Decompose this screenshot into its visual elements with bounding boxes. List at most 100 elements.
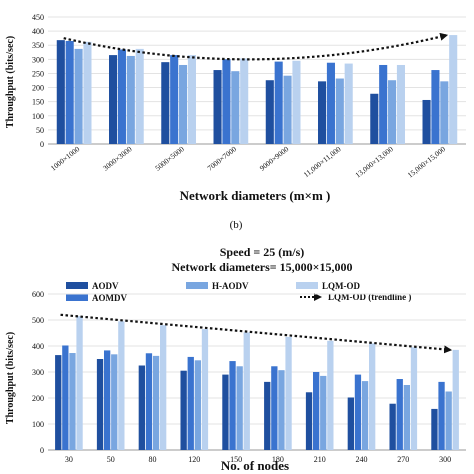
bar	[240, 58, 249, 145]
bar	[111, 354, 118, 450]
chart-bottom-y-axis-label: Throughput (bits/sec)	[5, 332, 16, 424]
bar	[449, 35, 458, 144]
bar	[76, 316, 83, 450]
bar	[135, 48, 144, 144]
x-tick-label: 13,000×13,000	[353, 144, 395, 179]
bar	[243, 332, 250, 450]
bar	[55, 355, 62, 450]
bar	[369, 343, 376, 450]
bar	[118, 321, 125, 450]
x-tick-label: 120	[188, 455, 200, 464]
legend-swatch-lqm-od	[296, 282, 318, 289]
legend-swatch-h-aodv	[186, 282, 208, 289]
y-tick-label: 350	[32, 41, 44, 50]
bar	[213, 70, 222, 144]
bar	[74, 48, 83, 144]
bar	[109, 55, 118, 144]
y-tick-label: 0	[40, 446, 44, 455]
x-tick-label: 150	[230, 455, 242, 464]
bar	[440, 81, 449, 144]
legend-swatch-aodv	[66, 282, 88, 289]
bar	[389, 403, 396, 450]
bar	[126, 55, 135, 144]
bar	[274, 61, 283, 144]
bar	[231, 71, 240, 144]
x-tick-label: 30	[65, 455, 73, 464]
chart-top-caption: (b)	[230, 219, 243, 231]
bar	[236, 366, 243, 450]
y-tick-label: 100	[32, 112, 44, 121]
bar	[396, 379, 403, 450]
chart-bottom-subtitle: Network diameters= 15,000×15,000	[172, 260, 353, 274]
bar	[431, 408, 438, 450]
x-tick-label: 3000×3000	[101, 144, 134, 172]
x-tick-label: 210	[314, 455, 326, 464]
trendline	[63, 32, 449, 61]
x-tick-label: 240	[356, 455, 368, 464]
bar	[335, 78, 344, 144]
bar	[201, 329, 209, 450]
legend-label-h-aodv: H-AODV	[212, 281, 249, 291]
bar	[69, 353, 76, 450]
y-tick-label: 450	[32, 13, 44, 22]
bar	[96, 359, 104, 450]
chart-bottom-throughput-vs-nodes: Speed = 25 (m/s) Network diameters= 15,0…	[5, 245, 466, 473]
bar	[222, 374, 229, 450]
bar	[264, 381, 271, 450]
y-tick-label: 100	[32, 420, 44, 429]
chart-top-x-axis-label: Network diameters (m×m )	[180, 188, 331, 203]
y-tick-label: 200	[32, 84, 44, 93]
legend-label-aodv: AODV	[92, 281, 119, 291]
bar	[347, 397, 354, 450]
x-tick-label: 15,000×15,000	[406, 144, 448, 179]
bar	[403, 385, 411, 450]
y-tick-label: 400	[32, 27, 44, 36]
chart-top-throughput-vs-diameter: Throughput (bits/sec) Network diameters …	[5, 13, 466, 231]
x-tick-label: 5000×5000	[153, 144, 186, 172]
bar	[326, 62, 335, 144]
bar	[194, 360, 202, 450]
bar	[229, 361, 236, 450]
bar	[265, 80, 274, 144]
legend-swatch-aomdv	[66, 294, 88, 301]
bar	[285, 336, 292, 450]
y-tick-label: 600	[32, 290, 44, 299]
bar	[452, 349, 459, 450]
bar	[422, 99, 431, 144]
bar	[379, 64, 388, 144]
y-tick-label: 300	[32, 368, 44, 377]
y-tick-label: 250	[32, 69, 44, 78]
chart-top-y-axis-label: Throughput (bits/sec)	[5, 36, 16, 128]
bar	[145, 353, 153, 450]
bar	[320, 375, 327, 450]
trendline	[60, 313, 453, 354]
bar	[180, 370, 187, 450]
x-tick-label: 270	[397, 455, 409, 464]
bar	[354, 374, 362, 450]
legend-label-lqm-od: LQM-OD	[322, 281, 360, 291]
bar	[431, 70, 440, 144]
bar	[170, 55, 179, 144]
x-tick-label: 50	[107, 455, 115, 464]
bar	[222, 59, 231, 145]
bar	[161, 62, 170, 144]
y-tick-label: 50	[36, 126, 44, 135]
legend-label-trendline: LQM-OD (trendline )	[328, 292, 411, 302]
bar	[187, 55, 196, 144]
bar	[370, 93, 379, 144]
y-tick-label: 150	[32, 98, 44, 107]
chart-bottom-legend: AODV AOMDV H-AODV LQM-OD LQM-OD (trendli…	[66, 281, 411, 303]
x-tick-label: 80	[149, 455, 157, 464]
bar	[292, 60, 301, 144]
y-tick-label: 200	[32, 394, 44, 403]
bar	[103, 350, 111, 450]
bar	[160, 325, 167, 450]
bar	[396, 64, 405, 144]
bar	[305, 392, 313, 450]
bar	[83, 41, 92, 144]
bar	[62, 345, 69, 450]
x-tick-label: 300	[439, 455, 451, 464]
x-tick-label: 9000×9000	[258, 144, 291, 172]
bar	[388, 80, 397, 144]
bar	[187, 356, 194, 450]
